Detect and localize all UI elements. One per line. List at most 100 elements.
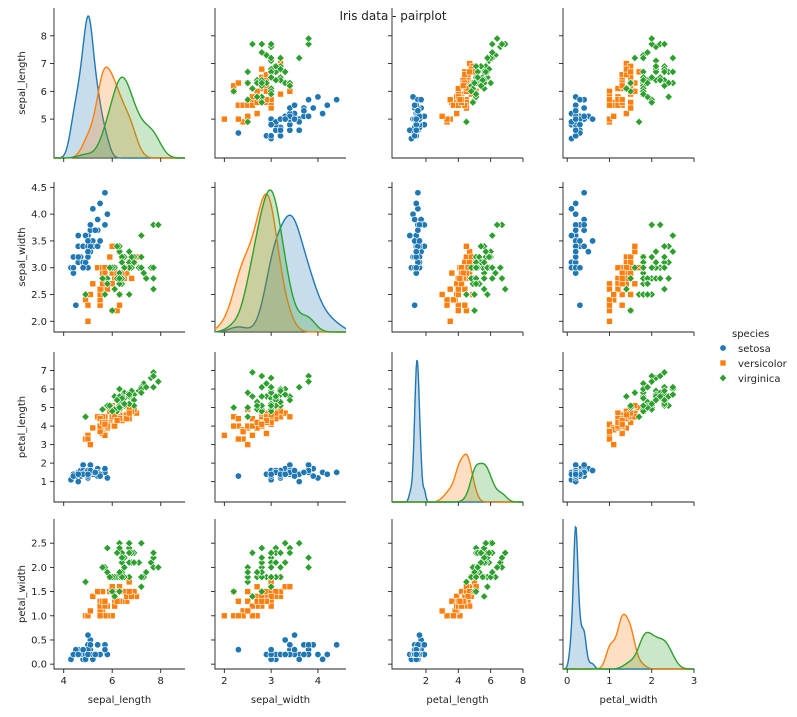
- point-virginica: [149, 553, 158, 562]
- point-setosa: [580, 461, 588, 469]
- axis-spines: [214, 519, 346, 670]
- point-virginica: [124, 290, 134, 299]
- point-virginica: [266, 401, 276, 410]
- point-setosa: [412, 264, 420, 272]
- point-virginica: [243, 572, 252, 582]
- point-virginica: [266, 388, 276, 397]
- point-setosa: [94, 216, 102, 224]
- point-virginica: [660, 81, 669, 91]
- point-setosa: [281, 470, 289, 478]
- point-virginica: [98, 563, 107, 572]
- point-virginica: [660, 242, 669, 251]
- point-virginica: [476, 81, 486, 91]
- point-versicolor: [125, 409, 133, 417]
- point-virginica: [137, 582, 146, 591]
- point-setosa: [309, 104, 317, 112]
- point-virginica: [248, 39, 257, 49]
- x-tick-label: 1: [606, 676, 612, 687]
- axis-spines: [562, 352, 694, 503]
- point-versicolor: [244, 441, 252, 448]
- x-tick-label: 3: [691, 676, 697, 687]
- point-versicolor: [94, 588, 101, 595]
- point-virginica: [252, 568, 262, 577]
- point-setosa: [72, 301, 80, 309]
- point-setosa: [333, 641, 341, 649]
- point-virginica: [500, 548, 510, 558]
- point-setosa: [411, 101, 419, 109]
- point-virginica: [497, 274, 507, 283]
- point-virginica: [124, 390, 134, 399]
- point-virginica: [248, 392, 257, 401]
- point-virginica: [626, 78, 635, 88]
- point-versicolor: [614, 264, 622, 272]
- point-virginica: [626, 274, 635, 283]
- point-versicolor: [277, 90, 284, 98]
- legend-entry-virginica: virginica: [718, 373, 781, 385]
- point-versicolor: [89, 593, 97, 600]
- point-versicolor: [618, 291, 626, 298]
- point-virginica: [468, 98, 478, 107]
- point-virginica: [481, 247, 491, 256]
- kde-fill-virginica: [392, 463, 523, 502]
- point-virginica: [470, 306, 479, 315]
- point-virginica: [257, 407, 267, 416]
- point-versicolor: [446, 285, 454, 293]
- legend-entry-setosa: setosa: [719, 344, 771, 355]
- point-virginica: [252, 92, 262, 102]
- y-axis-label-petal_width: petal_width: [17, 565, 28, 623]
- point-setosa: [567, 232, 575, 240]
- point-virginica: [622, 284, 631, 294]
- point-virginica: [266, 89, 276, 99]
- point-setosa: [589, 237, 597, 245]
- point-setosa: [281, 115, 289, 123]
- point-versicolor: [606, 301, 613, 309]
- kde-fill-versicolor: [54, 67, 185, 158]
- x-tick-label: 6: [109, 676, 115, 687]
- point-virginica: [647, 39, 656, 49]
- point-virginica: [243, 568, 252, 577]
- point-virginica: [484, 64, 494, 74]
- point-virginica: [115, 568, 124, 577]
- point-versicolor: [244, 588, 252, 595]
- point-virginica: [110, 284, 119, 294]
- point-virginica: [285, 81, 295, 91]
- point-setosa: [291, 101, 299, 109]
- kde-line-versicolor: [54, 66, 185, 159]
- y-tick-label: 3.5: [31, 236, 47, 247]
- point-virginica: [276, 53, 285, 63]
- point-versicolor: [606, 435, 613, 443]
- point-versicolor: [455, 307, 462, 314]
- point-virginica: [257, 78, 267, 88]
- point-versicolor: [113, 597, 121, 605]
- kde-fill-setosa: [392, 360, 523, 502]
- point-versicolor: [125, 588, 133, 595]
- point-versicolor: [450, 296, 457, 304]
- point-virginica: [473, 563, 482, 572]
- point-virginica: [98, 274, 107, 283]
- x-tick-label: 2: [649, 676, 655, 687]
- point-virginica: [471, 279, 481, 289]
- point-versicolor: [87, 441, 94, 448]
- point-virginica: [660, 67, 669, 77]
- point-virginica: [660, 284, 669, 294]
- panel-sepal_length-vs-petal_length: [388, 8, 524, 162]
- point-virginica: [257, 558, 267, 567]
- point-versicolor: [466, 68, 473, 76]
- point-setosa: [267, 470, 275, 478]
- point-virginica: [473, 73, 482, 82]
- point-setosa: [580, 189, 588, 197]
- point-virginica: [120, 263, 129, 272]
- point-setosa: [300, 107, 308, 115]
- point-virginica: [668, 231, 678, 240]
- point-versicolor: [235, 612, 242, 620]
- point-virginica: [229, 87, 238, 96]
- point-virginica: [639, 401, 648, 410]
- point-setosa: [319, 110, 327, 118]
- point-versicolor: [618, 301, 626, 309]
- y-tick-label: 7: [41, 59, 47, 70]
- point-virginica: [285, 395, 295, 405]
- point-setosa: [412, 248, 420, 256]
- point-setosa: [86, 641, 94, 649]
- point-virginica: [634, 412, 644, 422]
